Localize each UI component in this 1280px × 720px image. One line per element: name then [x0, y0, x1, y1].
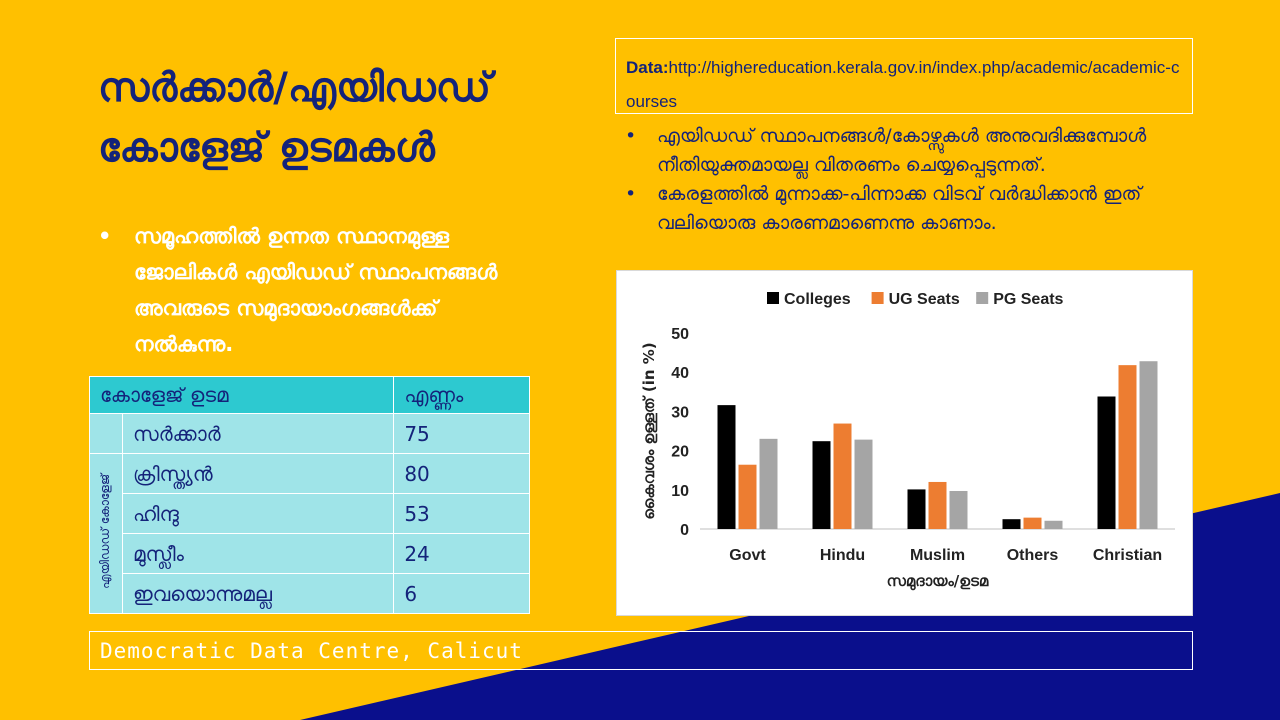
table-row: ഇവയൊന്നുമല്ല 6 [90, 573, 530, 614]
table-row: മുസ്ലീം 24 [90, 533, 530, 574]
data-source-url[interactable]: http://highereducation.kerala.gov.in/ind… [626, 58, 1180, 111]
legend-label-2: UG Seats [889, 291, 960, 308]
blank-cell [89, 413, 123, 454]
slide-title: സർക്കാർ/എയിഡഡ് കോളേജ് ഉടമകൾ [98, 58, 598, 178]
count-cell: 6 [393, 573, 530, 614]
bar-christian-colleges [1097, 396, 1116, 529]
bar-muslim-colleges [907, 489, 926, 529]
bar-hindu-colleges [812, 441, 831, 529]
owner-cell: ഇവയൊന്നുമല്ല [121, 573, 395, 614]
y-tick-label: 0 [680, 522, 689, 539]
slide-title-line-2: കോളേജ് ഉടമകൾ [98, 125, 435, 171]
footer-credit: Democratic Data Centre, Calicut [89, 631, 1193, 670]
right-bullet-list: • എയിഡഡ് സ്ഥാപനങ്ങൾ/കോഴ്സുകൾ അനുവദിക്കുമ്… [625, 122, 1195, 238]
y-tick-label: 20 [671, 444, 689, 461]
data-source-box: Data:http://highereducation.kerala.gov.i… [615, 38, 1193, 114]
bar-others-ug-seats [1023, 517, 1042, 529]
right-bullet-1: • എയിഡഡ് സ്ഥാപനങ്ങൾ/കോഴ്സുകൾ അനുവദിക്കുമ്… [625, 122, 1195, 180]
legend-label-3: PG Seats [993, 291, 1063, 308]
header-count-cell: എണ്ണം [393, 376, 530, 414]
header-owner-cell: കോളേജ് ഉടമ [88, 376, 395, 414]
bar-muslim-pg-seats [949, 490, 968, 529]
bar-hindu-ug-seats [833, 423, 852, 529]
right-bullet-1-text: എയിഡഡ് സ്ഥാപനങ്ങൾ/കോഴ്സുകൾ അനുവദിക്കുമ്പ… [657, 125, 1147, 176]
y-tick-label: 10 [671, 483, 689, 500]
bar-chart-panel: Colleges UG Seats PG Seats 0 10 20 30 40 50 Govt H… [616, 270, 1193, 616]
y-tick-label: 30 [671, 404, 689, 421]
bullet-dot: • [98, 224, 112, 248]
x-axis-title: സമുദായം/ഉടമ [887, 572, 989, 592]
x-tick-label: Muslim [910, 547, 965, 564]
count-cell: 24 [393, 533, 530, 574]
slide-title-line-1: സർക്കാർ/എയിഡഡ് [98, 65, 491, 111]
right-bullet-2: • കേരളത്തിൽ മുന്നാക്ക-പിന്നാക്ക വിടവ് വർദ… [625, 180, 1195, 238]
bar-govt-ug-seats [738, 464, 757, 529]
legend-swatch-3 [976, 292, 989, 304]
left-bullet-point: • സമൂഹത്തിൽ ഉന്നത സ്ഥാനമുള്ള ജോലികൾ എയിഡ… [98, 218, 538, 362]
count-cell: 80 [393, 453, 530, 494]
table-row: എയിഡഡ് കോളേജ് ക്രിസ്ത്യൻ 80 [89, 453, 530, 614]
right-bullet-2-text: കേരളത്തിൽ മുന്നാക്ക-പിന്നാക്ക വിടവ് വർദ്… [657, 183, 1142, 234]
bar-christian-ug-seats [1118, 365, 1137, 529]
y-tick-label: 50 [671, 326, 689, 343]
x-tick-label: Govt [729, 547, 766, 564]
table-header-row: കോളേജ് ഉടമ എണ്ണം [88, 376, 530, 414]
legend-swatch-2 [871, 292, 884, 304]
y-tick-label: 40 [671, 365, 689, 382]
legend-swatch-1 [767, 292, 779, 304]
x-tick-label: Others [1007, 547, 1059, 564]
bar-govt-colleges [717, 405, 736, 529]
bar-muslim-ug-seats [928, 481, 947, 529]
owner-cell: ഹിന്ദു [121, 493, 395, 534]
bar-chart: Colleges UG Seats PG Seats 0 10 20 30 40 50 Govt H… [640, 291, 1175, 592]
x-tick-label: Christian [1093, 547, 1162, 564]
bar-others-colleges [1002, 519, 1021, 529]
table-row: സർക്കാർ 75 [89, 413, 530, 454]
bullet-dot: • [625, 125, 637, 147]
aided-group-label: എയിഡഡ് കോളേജ് [98, 473, 112, 589]
count-cell: 53 [393, 493, 530, 534]
count-cell: 75 [393, 413, 530, 454]
college-ownership-table: കോളേജ് ഉടമ എണ്ണം സർക്കാർ 75 എയിഡഡ് കോളേജ… [88, 376, 530, 614]
x-tick-label: Hindu [820, 547, 865, 564]
bullet-dot: • [625, 183, 637, 205]
data-source-label: Data: [626, 58, 669, 77]
bar-hindu-pg-seats [854, 439, 873, 529]
table-row: ഹിന്ദു 53 [90, 493, 530, 534]
aided-group-cell: എയിഡഡ് കോളേജ് [89, 453, 123, 614]
bar-christian-pg-seats [1139, 361, 1158, 529]
legend-label-1: Colleges [784, 291, 851, 308]
owner-cell: ക്രിസ്ത്യൻ [121, 453, 395, 494]
left-bullet-text: സമൂഹത്തിൽ ഉന്നത സ്ഥാനമുള്ള ജോലികൾ എയിഡഡ്… [134, 224, 498, 356]
owner-cell: സർക്കാർ [121, 413, 395, 454]
y-axis-title: കൈവശം ഉള്ളത് (in %) [640, 342, 658, 519]
bar-others-pg-seats [1044, 520, 1063, 529]
bar-govt-pg-seats [759, 438, 778, 529]
owner-cell: മുസ്ലീം [121, 533, 395, 574]
